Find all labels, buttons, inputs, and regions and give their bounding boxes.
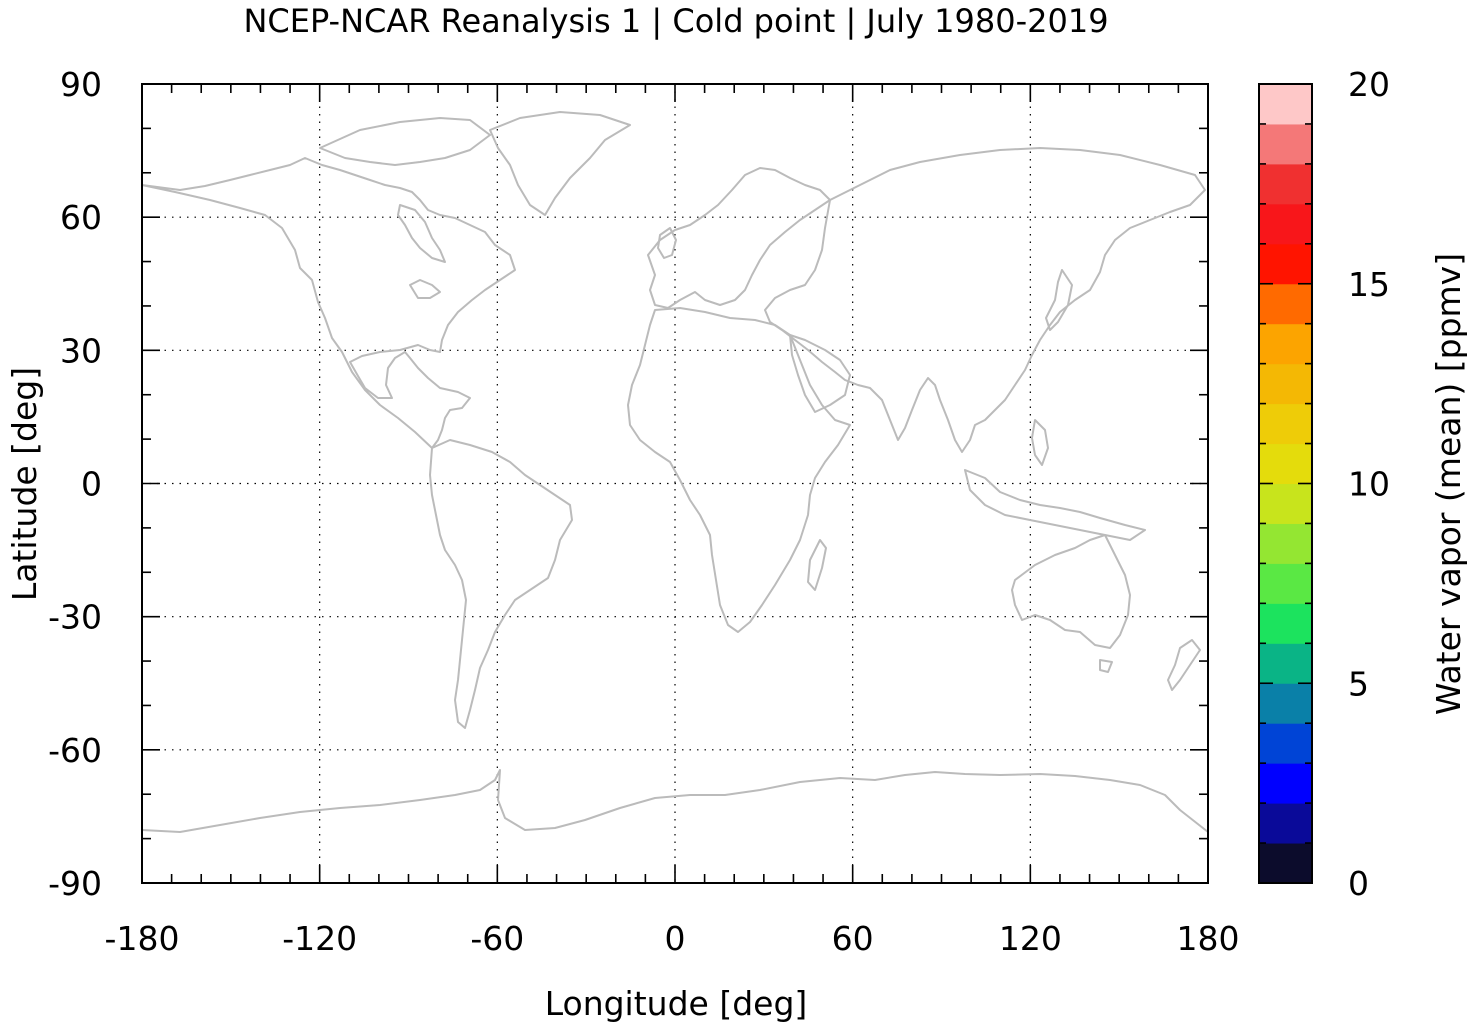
x-tick-labels: -180 -120 -60 0 60 120 180 <box>105 919 1240 958</box>
coastline-tasmania <box>1099 659 1113 673</box>
chart-title: NCEP-NCAR Reanalysis 1 | Cold point | Ju… <box>243 2 1108 40</box>
colorbar-segment <box>1259 683 1312 724</box>
colorbar-segment <box>1259 363 1312 405</box>
colorbar-segment <box>1259 403 1312 445</box>
y-tick-label: 60 <box>60 198 102 237</box>
coastline-asia <box>764 147 1206 453</box>
colorbar-segment <box>1259 203 1312 245</box>
colorbar-segment <box>1259 443 1312 484</box>
coastline-new-zealand <box>1167 639 1201 691</box>
axis-ticks <box>141 83 1209 884</box>
coastline-antarctica <box>141 769 1209 833</box>
coastline-arctic-islands <box>319 117 491 166</box>
colorbar-segment <box>1259 283 1312 325</box>
y-tick-label: -60 <box>48 731 102 770</box>
colorbar <box>1258 83 1313 884</box>
coastline-hudson-bay <box>397 204 446 263</box>
colorbar-segment <box>1259 163 1312 205</box>
colorbar-segment <box>1259 763 1312 804</box>
colorbar-segment <box>1259 563 1312 604</box>
colorbar-tick-label: 0 <box>1348 864 1369 903</box>
colorbar-tick-label: 15 <box>1348 265 1390 304</box>
coastline-greenland <box>489 111 631 216</box>
colorbar-segment <box>1259 843 1312 884</box>
coastline-great-lakes <box>409 279 441 299</box>
y-tick-label: 30 <box>60 331 102 370</box>
y-axis-label: Latitude [deg] <box>5 367 44 601</box>
colorbar-label: Water vapor (mean) [ppmv] <box>1429 253 1468 715</box>
coastline-madagascar <box>807 539 827 591</box>
colorbar-segment <box>1259 723 1312 764</box>
grid-lines <box>142 84 1208 883</box>
x-tick-label: -60 <box>470 919 524 958</box>
coastline-arabia <box>789 334 851 413</box>
colorbar-segment <box>1259 323 1312 365</box>
colorbar-tick-label: 20 <box>1348 65 1390 104</box>
x-tick-label: 120 <box>999 919 1062 958</box>
coastline-philippines <box>1031 419 1049 466</box>
y-tick-label: 0 <box>81 465 102 504</box>
coastline-africa <box>627 307 851 633</box>
coastline-british-isles <box>657 227 677 259</box>
colorbar-segment <box>1259 243 1312 285</box>
coastline-europe <box>647 167 831 309</box>
x-tick-label: 180 <box>1177 919 1240 958</box>
y-tick-label: -90 <box>48 864 102 903</box>
coastline-japan <box>1045 269 1073 331</box>
coastline-indonesia <box>964 469 1146 541</box>
colorbar-segment <box>1259 603 1312 644</box>
coastline-north-america <box>141 157 516 449</box>
y-tick-label: 90 <box>60 65 102 104</box>
colorbar-segment <box>1259 483 1312 524</box>
colorbar-tick-labels: 0 5 10 15 20 <box>1348 65 1390 903</box>
x-tick-label: -180 <box>105 919 180 958</box>
colorbar-segment <box>1259 84 1312 125</box>
colorbar-segment <box>1259 643 1312 684</box>
colorbar-segment <box>1259 803 1312 844</box>
colorbar-segment <box>1259 523 1312 564</box>
coastline-australia <box>1011 534 1131 649</box>
y-tick-label: -30 <box>48 598 102 637</box>
coastlines <box>141 111 1209 833</box>
x-tick-label: 60 <box>832 919 874 958</box>
y-tick-labels: -90 -60 -30 0 30 60 90 <box>48 65 102 903</box>
x-tick-label: 0 <box>665 919 686 958</box>
colorbar-tick-label: 5 <box>1348 664 1369 703</box>
colorbar-tick-label: 10 <box>1348 465 1390 504</box>
colorbar-segment <box>1259 123 1312 165</box>
x-axis-label: Longitude [deg] <box>545 984 808 1023</box>
x-tick-label: -120 <box>282 919 357 958</box>
coastline-south-america <box>429 439 573 729</box>
